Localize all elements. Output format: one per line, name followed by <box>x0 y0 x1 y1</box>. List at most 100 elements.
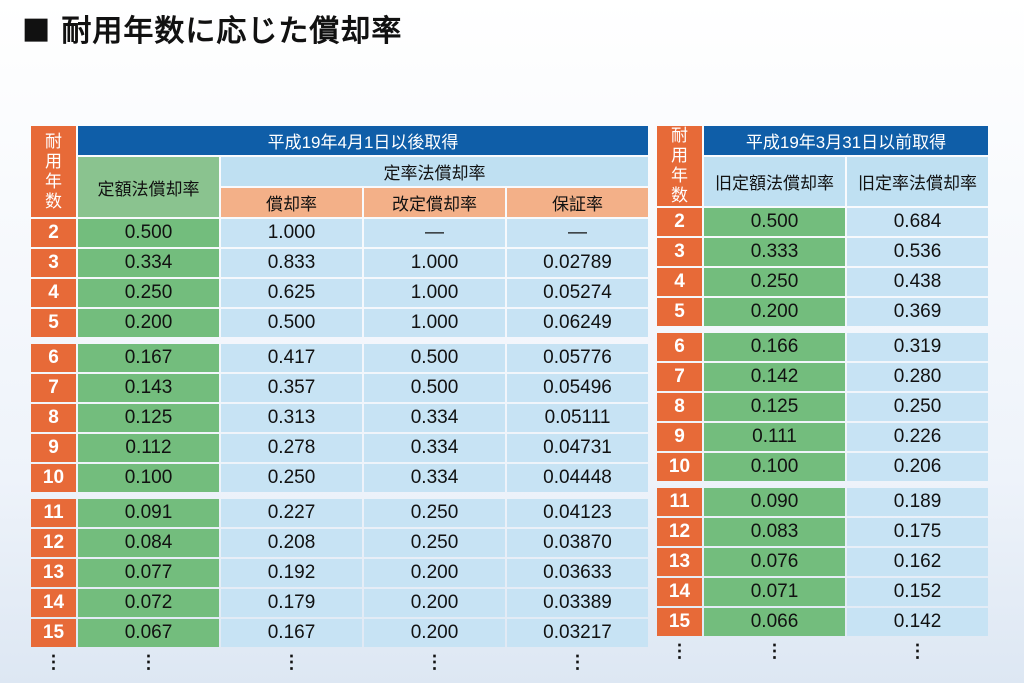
rate-cell: 0.03870 <box>507 529 648 557</box>
table-row: 12 0.083 0.175 <box>657 518 988 546</box>
continuation-row: ⋮ ⋮ ⋮ <box>657 638 988 664</box>
rate-cell: 0.152 <box>847 578 988 606</box>
rate-cell: 0.071 <box>704 578 845 606</box>
rate-cell: 0.250 <box>364 529 505 557</box>
table-row: 10 0.100 0.250 0.334 0.04448 <box>31 464 648 492</box>
years-cell: 9 <box>657 423 702 451</box>
years-cell: 4 <box>31 279 76 307</box>
rate-cell: 0.05496 <box>507 374 648 402</box>
table-row: 13 0.077 0.192 0.200 0.03633 <box>31 559 648 587</box>
rate-cell: 0.083 <box>704 518 845 546</box>
rate-cell: 0.208 <box>221 529 362 557</box>
declining-balance-header: 定率法償却率 <box>221 157 648 186</box>
years-cell: 3 <box>657 238 702 266</box>
years-cell: 9 <box>31 434 76 462</box>
group-header-before: 平成19年3月31日以前取得 <box>704 126 988 155</box>
rate-cell: 0.112 <box>78 434 219 462</box>
row-separator <box>657 328 988 331</box>
rate-cell: 0.357 <box>221 374 362 402</box>
rate-cell: 0.833 <box>221 249 362 277</box>
rate-cell: 0.03633 <box>507 559 648 587</box>
rate-cell: — <box>507 219 648 247</box>
rate-cell: 0.167 <box>221 619 362 647</box>
table-row: 11 0.091 0.227 0.250 0.04123 <box>31 499 648 527</box>
rate-cell: 0.142 <box>847 608 988 636</box>
rate-cell: 0.280 <box>847 363 988 391</box>
rate-cell: 0.334 <box>364 434 505 462</box>
years-cell: 8 <box>31 404 76 432</box>
table-row: 2 0.500 1.000— — <box>31 219 648 247</box>
rate-cell: 0.066 <box>704 608 845 636</box>
rate-cell: 0.334 <box>364 464 505 492</box>
rate-cell: 0.313 <box>221 404 362 432</box>
table-row: 15 0.066 0.142 <box>657 608 988 636</box>
rate-cell: 1.000 <box>364 309 505 337</box>
years-cell: 14 <box>31 589 76 617</box>
years-cell: 3 <box>31 249 76 277</box>
rate-cell: — <box>364 219 505 247</box>
rate-header: 償却率 <box>221 188 362 217</box>
years-header: 耐 用 年 数 <box>31 126 76 217</box>
rate-cell: 0.084 <box>78 529 219 557</box>
rate-cell: 0.125 <box>704 393 845 421</box>
rate-cell: 0.076 <box>704 548 845 576</box>
years-cell: 5 <box>657 298 702 326</box>
rate-cell: 0.319 <box>847 333 988 361</box>
rate-cell: 0.200 <box>704 298 845 326</box>
years-cell: 8 <box>657 393 702 421</box>
rate-cell: 1.000 <box>364 249 505 277</box>
years-cell: 12 <box>31 529 76 557</box>
rate-cell: 0.250 <box>847 393 988 421</box>
table-row: 9 0.111 0.226 <box>657 423 988 451</box>
row-separator <box>31 339 648 342</box>
rate-cell: 0.06249 <box>507 309 648 337</box>
years-cell: 4 <box>657 268 702 296</box>
table-row: 12 0.084 0.208 0.250 0.03870 <box>31 529 648 557</box>
table-row: 15 0.067 0.167 0.200 0.03217 <box>31 619 648 647</box>
years-cell: 2 <box>31 219 76 247</box>
rate-cell: 0.05776 <box>507 344 648 372</box>
rate-cell: 0.111 <box>704 423 845 451</box>
row-separator <box>657 483 988 486</box>
rate-cell: 0.04123 <box>507 499 648 527</box>
rate-cell: 0.091 <box>78 499 219 527</box>
rate-cell: 0.100 <box>704 453 845 481</box>
straight-line-header: 定額法償却率 <box>78 157 219 217</box>
rate-cell: 0.167 <box>78 344 219 372</box>
vertical-ellipsis-icon: ⋮ <box>139 652 158 672</box>
table-row: 3 0.334 0.833 1.000 0.02789 <box>31 249 648 277</box>
guarantee-rate-header: 保証率 <box>507 188 648 217</box>
rate-cell: 0.162 <box>847 548 988 576</box>
continuation-row: ⋮ ⋮ ⋮ ⋮ ⋮ <box>31 649 648 675</box>
rate-cell: 0.192 <box>221 559 362 587</box>
rate-cell: 0.200 <box>364 619 505 647</box>
years-cell: 11 <box>657 488 702 516</box>
rate-cell: 0.500 <box>364 344 505 372</box>
years-cell: 15 <box>657 608 702 636</box>
rate-cell: 0.090 <box>704 488 845 516</box>
row-separator <box>31 494 648 497</box>
depreciation-table-after-2007: 耐 用 年 数 平成19年4月1日以後取得 定額法償却率 定率法償却率 償却率 … <box>29 124 650 677</box>
rate-cell: 0.072 <box>78 589 219 617</box>
rate-cell: 0.684 <box>847 208 988 236</box>
years-cell: 10 <box>657 453 702 481</box>
revised-rate-header: 改定償却率 <box>364 188 505 217</box>
years-cell: 6 <box>657 333 702 361</box>
rate-cell: 0.05111 <box>507 404 648 432</box>
rate-cell: 0.02789 <box>507 249 648 277</box>
vertical-ellipsis-icon: ⋮ <box>670 641 689 661</box>
rate-cell: 0.200 <box>364 559 505 587</box>
table-row: 14 0.071 0.152 <box>657 578 988 606</box>
group-header-after: 平成19年4月1日以後取得 <box>78 126 648 155</box>
table-row: 11 0.090 0.189 <box>657 488 988 516</box>
rate-cell: 0.166 <box>704 333 845 361</box>
table-row: 3 0.333 0.536 <box>657 238 988 266</box>
table-row: 7 0.143 0.357 0.500 0.05496 <box>31 374 648 402</box>
years-cell: 2 <box>657 208 702 236</box>
vertical-ellipsis-icon: ⋮ <box>568 652 587 672</box>
years-cell: 12 <box>657 518 702 546</box>
rate-cell: 0.500 <box>221 309 362 337</box>
rate-cell: 0.250 <box>221 464 362 492</box>
rate-cell: 0.500 <box>704 208 845 236</box>
rate-cell: 0.189 <box>847 488 988 516</box>
